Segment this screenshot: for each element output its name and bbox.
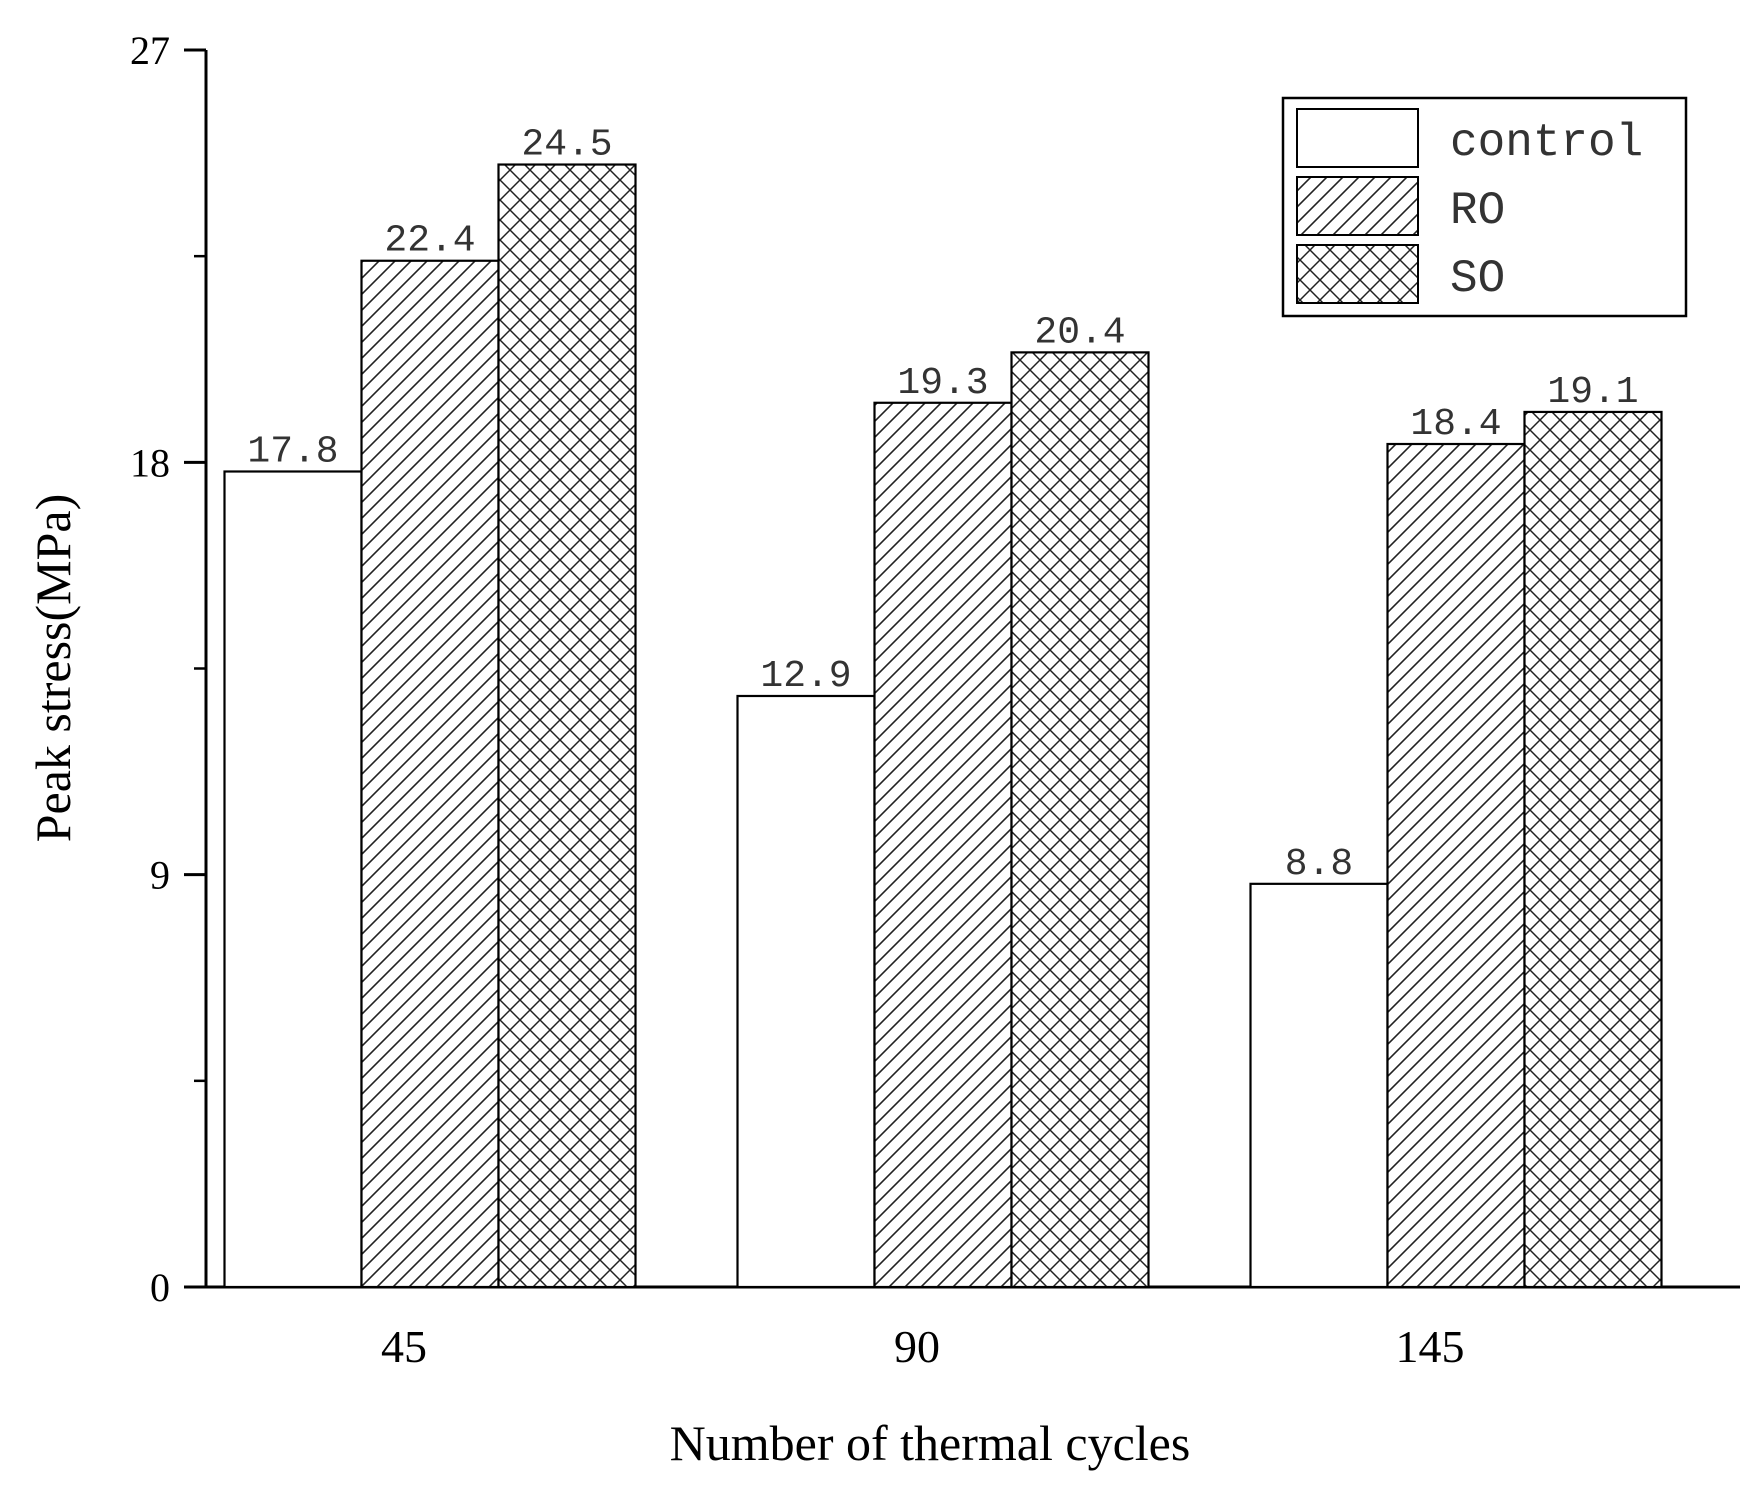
legend: control RO SO	[1281, 96, 1688, 318]
legend-swatch-ro	[1296, 176, 1419, 236]
y-tick-label: 0	[150, 1265, 170, 1310]
legend-label-so: SO	[1450, 253, 1505, 305]
bar-control-45	[223, 470, 363, 1289]
bar-control-90	[736, 694, 876, 1289]
legend-label-control: control	[1450, 117, 1643, 169]
y-ticks: 0 9 18 27	[130, 28, 206, 1310]
value-label: 20.4	[1034, 311, 1125, 354]
y-axis-label: Peak stress(MPa)	[25, 494, 81, 843]
bar-ro-145	[1386, 442, 1526, 1289]
legend-swatch-so	[1296, 244, 1419, 304]
value-label: 17.8	[247, 430, 338, 473]
x-tick-label: 90	[894, 1321, 940, 1372]
value-label: 18.4	[1410, 403, 1501, 446]
x-ticks: 45 90 145	[381, 1321, 1465, 1372]
bar-so-145	[1523, 410, 1663, 1289]
value-label: 19.3	[897, 362, 988, 405]
value-label: 12.9	[760, 655, 851, 698]
y-tick-label: 9	[150, 853, 170, 898]
x-axis-label: Number of thermal cycles	[670, 1415, 1191, 1471]
legend-swatch-control	[1296, 108, 1419, 168]
x-tick-label: 145	[1396, 1321, 1465, 1372]
value-label: 8.8	[1285, 843, 1353, 886]
bars	[223, 163, 1663, 1289]
value-labels: 17.8 22.4 24.5 12.9 19.3 20.4 8.8 18.4 19.1	[247, 124, 1638, 886]
y-tick-label: 27	[130, 28, 170, 73]
value-label: 19.1	[1547, 371, 1638, 414]
y-tick-label: 18	[130, 440, 170, 485]
bar-so-90	[1010, 351, 1150, 1289]
value-label: 24.5	[521, 124, 612, 167]
legend-label-ro: RO	[1450, 185, 1505, 237]
bar-ro-45	[360, 259, 500, 1289]
bar-control-145	[1249, 882, 1389, 1289]
value-label: 22.4	[384, 220, 475, 263]
x-tick-label: 45	[381, 1321, 427, 1372]
bar-ro-90	[873, 401, 1013, 1289]
bar-so-45	[497, 163, 637, 1289]
